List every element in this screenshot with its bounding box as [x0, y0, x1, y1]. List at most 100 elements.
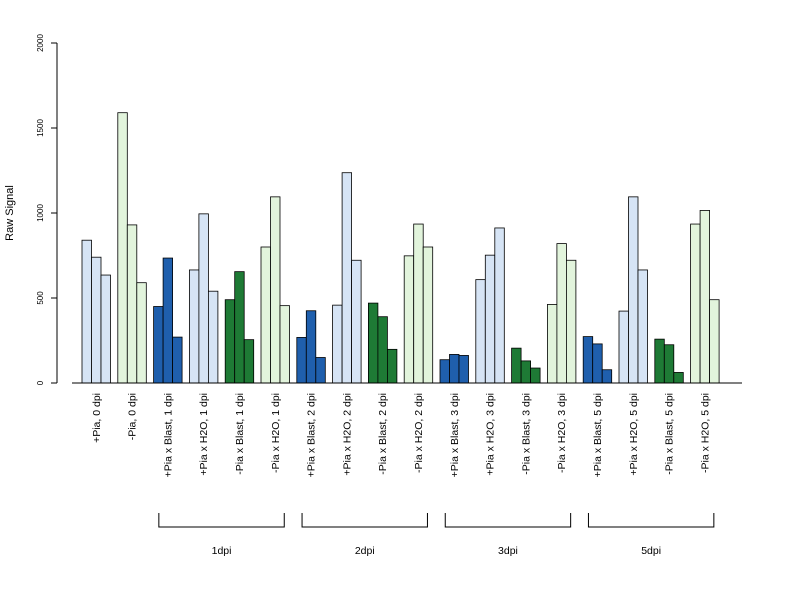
bar: [243, 339, 255, 384]
bar: [198, 213, 209, 384]
bar: [305, 310, 317, 384]
bracket: 1dpi: [158, 513, 285, 557]
bracket: 3dpi: [444, 513, 572, 557]
x-tick-label: +Pia x H2O, 2 dpi: [341, 393, 353, 476]
x-tick-label: -Pia x Blast, 3 dpi: [520, 393, 532, 475]
bar: [547, 304, 558, 384]
bar: [475, 279, 486, 384]
bar: [618, 310, 629, 384]
x-tick-label: -Pia x H2O, 3 dpi: [556, 393, 568, 473]
bar: [136, 282, 147, 384]
y-tick-label: 1500: [36, 119, 45, 137]
bracket-line: [301, 513, 428, 528]
bar: [117, 112, 128, 384]
bar-group: [690, 210, 720, 384]
bar-group: [439, 354, 469, 384]
bar: [566, 259, 577, 384]
bar: [582, 336, 594, 384]
bar: [377, 316, 388, 384]
bar: [207, 290, 219, 384]
bar-group: [475, 227, 505, 384]
x-tick-label: -Pia x H2O, 2 dpi: [413, 393, 425, 473]
bar-group: [618, 196, 648, 384]
x-tick-label: -Pia x H2O, 5 dpi: [699, 393, 711, 473]
bar-group: [117, 112, 147, 384]
y-axis-label: Raw Signal: [4, 185, 16, 241]
bar-group: [654, 338, 684, 384]
bar-group: [81, 239, 111, 384]
x-tick-labels: +Pia, 0 dpi -Pia, 0 dpi +Pia x Blast, 1 dp…: [91, 393, 712, 477]
bar: [332, 304, 343, 384]
bar-group: [332, 172, 362, 384]
x-tick-label: -Pia x Blast, 5 dpi: [664, 393, 676, 475]
bar-group: [260, 196, 290, 384]
bar: [690, 223, 701, 384]
bar: [511, 347, 522, 384]
bar-group: [296, 310, 326, 384]
bar: [439, 359, 450, 384]
bar: [663, 344, 675, 384]
bracket-label: 1dpi: [212, 545, 232, 557]
bar: [530, 367, 541, 384]
bar-group: [547, 243, 577, 384]
bar: [341, 172, 353, 384]
bracket-label: 5dpi: [641, 545, 661, 557]
y-tick-label: 500: [36, 291, 45, 305]
bar: [367, 302, 379, 384]
bar: [234, 271, 245, 384]
bar: [279, 305, 290, 384]
bar: [449, 354, 460, 384]
x-tick-label: +Pia x H2O, 1 dpi: [198, 393, 210, 476]
bar: [315, 357, 326, 384]
bar: [654, 338, 665, 384]
group-brackets: 1dpi 2dpi 3dpi 5dpi: [158, 513, 715, 557]
bar-group: [582, 336, 613, 384]
y-tick-label: 0: [36, 380, 45, 385]
bar: [260, 246, 271, 384]
bar: [100, 274, 111, 384]
x-tick-label: +Pia x Blast, 3 dpi: [449, 393, 461, 477]
bracket-label: 3dpi: [498, 545, 518, 557]
x-tick-label: -Pia x Blast, 1 dpi: [234, 393, 246, 475]
bar-group: [403, 223, 434, 384]
bar-group: [153, 257, 183, 384]
bar-group: [188, 213, 219, 384]
bracket: 2dpi: [301, 513, 428, 557]
bars: [81, 112, 720, 384]
bracket-label: 2dpi: [355, 545, 375, 557]
bar: [673, 372, 684, 384]
bar: [188, 269, 200, 384]
bar: [699, 210, 710, 384]
bracket: 5dpi: [587, 513, 715, 557]
bracket-line: [587, 513, 715, 528]
bar: [637, 269, 648, 384]
x-tick-label: +Pia x H2O, 3 dpi: [485, 393, 497, 476]
bar-group: [224, 271, 255, 384]
bar: [224, 299, 236, 384]
bar: [153, 306, 164, 384]
bracket-line: [158, 513, 285, 528]
x-tick-label: +Pia x Blast, 2 dpi: [306, 393, 318, 477]
bar: [81, 239, 92, 384]
bar: [270, 196, 281, 384]
bar: [484, 254, 496, 384]
bar: [458, 355, 469, 384]
bar: [422, 246, 434, 384]
bar: [520, 360, 531, 384]
x-tick-label: +Pia x Blast, 1 dpi: [162, 393, 174, 477]
x-tick-label: -Pia x Blast, 2 dpi: [377, 393, 389, 475]
y-tick-label: 1000: [36, 204, 45, 222]
bar: [601, 369, 613, 384]
bar: [709, 299, 720, 384]
bar: [413, 223, 424, 384]
x-tick-label: -Pia, 0 dpi: [127, 393, 139, 440]
x-tick-label: +Pia x H2O, 5 dpi: [628, 393, 640, 476]
bar: [91, 256, 102, 384]
bar: [556, 243, 567, 384]
bar: [351, 259, 362, 384]
x-tick-label: +Pia, 0 dpi: [91, 393, 103, 443]
bar: [172, 336, 183, 384]
y-tick-label: 2000: [36, 34, 45, 52]
bar: [592, 343, 603, 384]
